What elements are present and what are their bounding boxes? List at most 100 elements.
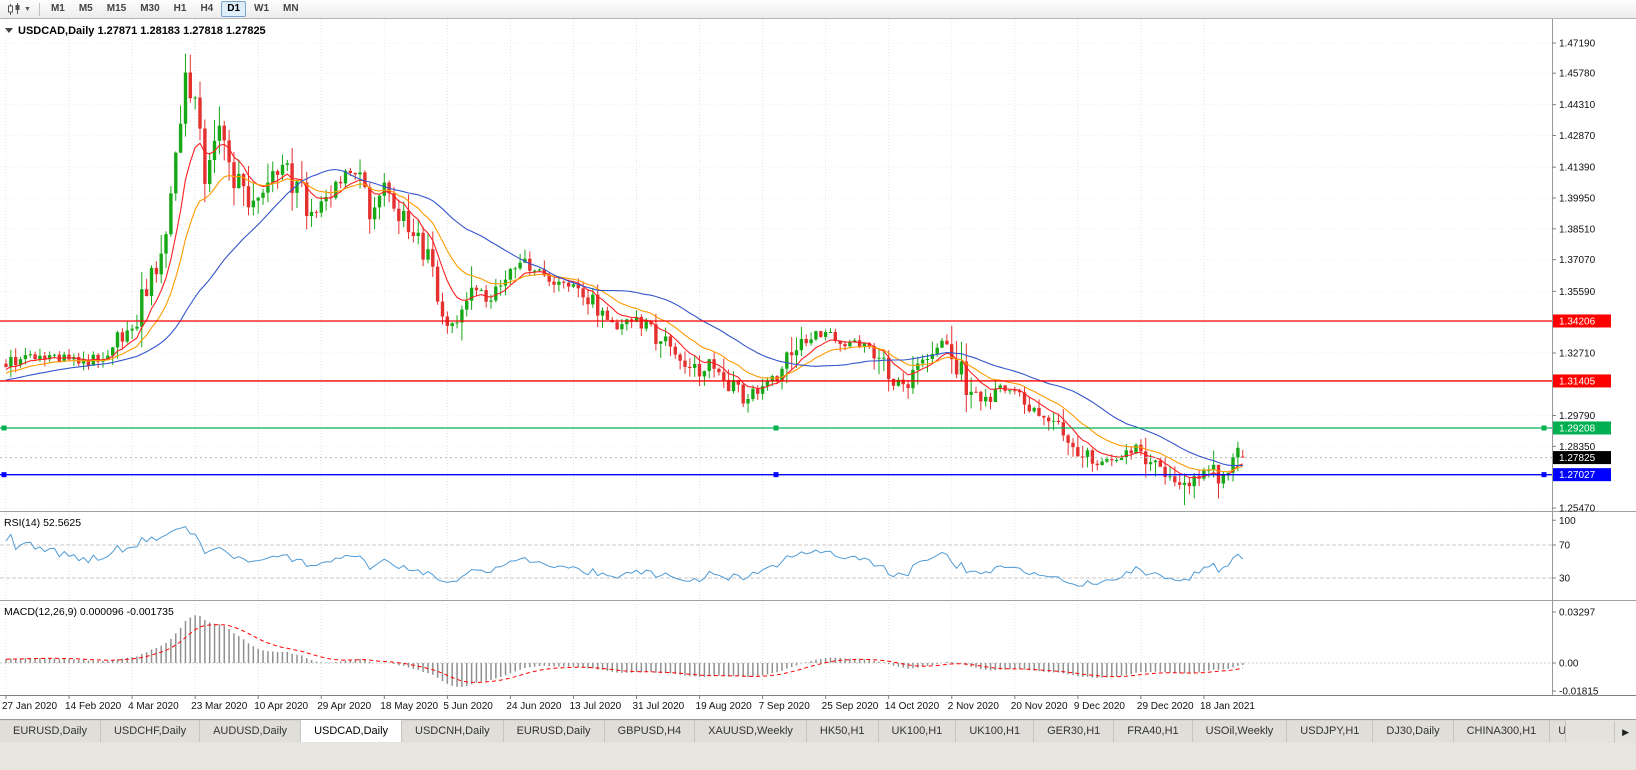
svg-text:1.29790: 1.29790 [1559, 411, 1596, 422]
hline-handle[interactable] [1541, 425, 1547, 431]
svg-text:1.25470: 1.25470 [1559, 504, 1596, 515]
hline-handle[interactable] [773, 425, 779, 431]
tab-xauusd-weekly[interactable]: XAUUSD,Weekly [695, 720, 807, 742]
price-badge-1.27825: 1.27825 [1553, 451, 1611, 465]
tab-ger30-h1[interactable]: GER30,H1 [1034, 720, 1115, 742]
svg-text:20 Nov 2020: 20 Nov 2020 [1011, 701, 1068, 712]
svg-text:1.28350: 1.28350 [1559, 442, 1596, 453]
hline-handle[interactable] [1, 472, 7, 478]
period-toolbar: ▼ M1 M5 M15 M30 H1 H4 D1 W1 MN [0, 0, 1636, 19]
hline-1.29208[interactable] [0, 425, 1552, 431]
svg-text:0.00: 0.00 [1559, 659, 1579, 670]
tab-overflow-clipped[interactable]: U [1550, 720, 1567, 742]
timeframe-button-w1[interactable]: W1 [254, 3, 270, 14]
timeframe-button-d1[interactable]: D1 [221, 1, 247, 17]
svg-text:24 Jun 2020: 24 Jun 2020 [506, 701, 561, 712]
svg-text:7 Sep 2020: 7 Sep 2020 [759, 701, 811, 712]
svg-text:10 Apr 2020: 10 Apr 2020 [254, 701, 308, 712]
tab-audusd-daily[interactable]: AUDUSD,Daily [200, 720, 302, 742]
svg-text:9 Dec 2020: 9 Dec 2020 [1074, 701, 1126, 712]
rsi-line [5, 526, 1244, 587]
price-axis[interactable]: 1.47190 1.45780 1.44310 1.42870 1.41390 1.399… [1552, 39, 1611, 698]
timeframe-button-m1[interactable]: M1 [50, 3, 65, 14]
tab-usoil-weekly[interactable]: USOil,Weekly [1192, 720, 1288, 742]
rsi-label: RSI(14) 52.5625 [4, 517, 81, 529]
svg-text:1.39950: 1.39950 [1559, 194, 1596, 205]
svg-text:1.35590: 1.35590 [1559, 287, 1596, 298]
timeframe-button-m30[interactable]: M30 [140, 3, 160, 14]
svg-text:14 Feb 2020: 14 Feb 2020 [65, 701, 122, 712]
tab-china300-h1[interactable]: CHINA300,H1 [1453, 720, 1551, 742]
svg-text:14 Oct 2020: 14 Oct 2020 [885, 701, 940, 712]
svg-text:1.44310: 1.44310 [1559, 100, 1596, 111]
price-badge-1.34206: 1.34206 [1553, 314, 1611, 328]
svg-text:19 Aug 2020: 19 Aug 2020 [696, 701, 753, 712]
tab-uk100-h1[interactable]: UK100,H1 [956, 720, 1035, 742]
candlestick-series [4, 53, 1245, 506]
candlestick-chart-icon [8, 2, 20, 15]
chart-area[interactable]: 1.47190 1.45780 1.44310 1.42870 1.41390 1.399… [0, 19, 1636, 719]
tab-eurusd-daily[interactable]: EURUSD,Daily [503, 720, 605, 742]
svg-text:1.45780: 1.45780 [1559, 69, 1596, 80]
svg-text:29 Apr 2020: 29 Apr 2020 [317, 701, 371, 712]
svg-text:13 Jul 2020: 13 Jul 2020 [569, 701, 621, 712]
ma-ema17-line [5, 174, 1243, 473]
tab-usdjpy-h1[interactable]: USDJPY,H1 [1287, 720, 1374, 742]
svg-text:1.38510: 1.38510 [1559, 224, 1596, 235]
svg-text:1.32710: 1.32710 [1559, 349, 1596, 360]
price-badge-1.27027: 1.27027 [1553, 468, 1611, 482]
svg-text:1.47190: 1.47190 [1559, 39, 1596, 50]
timeframe-buttons: M1 M5 M15 M30 H1 H4 D1 W1 MN [45, 1, 305, 17]
macd-label: MACD(12,26,9) 0.000096 -0.001735 [4, 606, 174, 618]
macd-histogram [5, 615, 1244, 687]
tab-usdcnh-daily[interactable]: USDCNH,Daily [402, 720, 504, 742]
chart-tab-bar: EURUSD,Daily USDCHF,Daily AUDUSD,Daily USDC… [0, 719, 1636, 743]
svg-text:4 Mar 2020: 4 Mar 2020 [128, 701, 179, 712]
tab-fra40-h1[interactable]: FRA40,H1 [1114, 720, 1193, 742]
tab-uk100-h1[interactable]: UK100,H1 [878, 720, 957, 742]
tab-hk50-h1[interactable]: HK50,H1 [806, 720, 879, 742]
chart-type-button[interactable]: ▼ [4, 2, 34, 17]
macd-signal-line [5, 624, 1243, 683]
tab-eurusd-daily[interactable]: EURUSD,Daily [0, 720, 101, 742]
hline-handle[interactable] [773, 472, 779, 478]
hline-handle[interactable] [1, 425, 7, 431]
hline-1.27027[interactable] [0, 472, 1552, 478]
hline-handle[interactable] [1541, 472, 1547, 478]
timeframe-button-m15[interactable]: M15 [106, 3, 127, 14]
chart-menu-icon[interactable] [5, 28, 13, 33]
svg-text:29 Dec 2020: 29 Dec 2020 [1137, 701, 1194, 712]
svg-text:30: 30 [1559, 574, 1571, 585]
svg-text:27 Jan 2020: 27 Jan 2020 [2, 701, 57, 712]
svg-text:1.27825: 1.27825 [1559, 453, 1596, 464]
svg-text:25 Sep 2020: 25 Sep 2020 [822, 701, 879, 712]
time-axis[interactable]: 27 Jan 2020 14 Feb 2020 4 Mar 2020 23 Mar 2… [2, 695, 1255, 712]
chart-title: USDCAD,Daily 1.27871 1.28183 1.27818 1.2… [18, 25, 266, 37]
svg-text:1.37070: 1.37070 [1559, 255, 1596, 266]
grid-lines [0, 19, 1552, 695]
chart-type-caret-icon: ▼ [24, 5, 31, 13]
timeframe-button-mn[interactable]: MN [283, 3, 299, 14]
svg-text:23 Mar 2020: 23 Mar 2020 [191, 701, 248, 712]
price-badge-1.31405: 1.31405 [1553, 374, 1611, 388]
tab-usdcad-daily[interactable]: USDCAD,Daily [301, 720, 403, 742]
tab-scroll-right-icon[interactable]: ▶ [1614, 721, 1636, 743]
tab-dj30-daily[interactable]: DJ30,Daily [1373, 720, 1454, 742]
svg-text:1.41390: 1.41390 [1559, 163, 1596, 174]
svg-text:0.03297: 0.03297 [1559, 607, 1596, 618]
rsi-level-lines [0, 544, 1552, 579]
svg-text:-0.01815: -0.01815 [1559, 687, 1599, 698]
timeframe-button-h4[interactable]: H4 [200, 3, 214, 14]
svg-text:2 Nov 2020: 2 Nov 2020 [948, 701, 1000, 712]
timeframe-button-m5[interactable]: M5 [78, 3, 93, 14]
ma-sma34-line [5, 168, 1243, 467]
tab-gbpusd-h4[interactable]: GBPUSD,H4 [604, 720, 696, 742]
svg-text:1.42870: 1.42870 [1559, 131, 1596, 142]
timeframe-button-h1[interactable]: H1 [173, 3, 187, 14]
svg-text:31 Jul 2020: 31 Jul 2020 [633, 701, 685, 712]
svg-text:1.31405: 1.31405 [1559, 376, 1596, 387]
svg-text:100: 100 [1559, 516, 1576, 527]
svg-text:1.27027: 1.27027 [1559, 470, 1596, 481]
tab-usdchf-daily[interactable]: USDCHF,Daily [100, 720, 201, 742]
toolbar-separator [38, 2, 40, 16]
